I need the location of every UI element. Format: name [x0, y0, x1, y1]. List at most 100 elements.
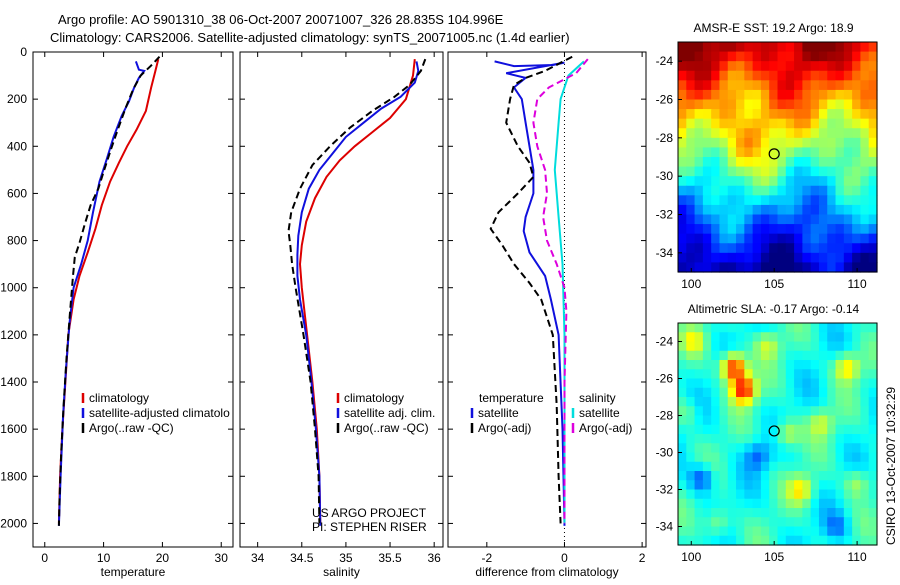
heatmap-cell [794, 89, 803, 101]
heatmap-cell [719, 360, 729, 370]
heatmap-cell [835, 341, 845, 352]
heatmap-cell [785, 176, 795, 187]
heatmap-cell [760, 415, 770, 426]
heatmap-cell [868, 526, 878, 537]
heatmap-cell [769, 378, 779, 389]
heatmap-cell [719, 128, 729, 139]
y-tick-label: 1000 [0, 281, 27, 295]
heatmap-cell [852, 118, 862, 129]
heatmap-cell [719, 70, 729, 81]
heatmap-cell [736, 195, 745, 206]
heatmap-cell [843, 262, 853, 273]
heatmap-cell [686, 128, 696, 139]
heatmap-cell [736, 397, 745, 407]
heatmap-cell [744, 387, 754, 398]
heatmap-cell [843, 166, 853, 177]
heatmap-cell [678, 224, 687, 235]
heatmap-cell [760, 424, 770, 435]
heatmap-cell [818, 360, 828, 370]
heatmap-cell [785, 262, 795, 273]
heatmap-cell [827, 42, 837, 53]
heatmap-cell [686, 185, 696, 196]
heatmap-cell [752, 517, 762, 528]
heatmap-cell [719, 176, 729, 187]
heatmap-cell [769, 262, 779, 273]
heatmap-cell [752, 508, 762, 518]
heatmap-cell [818, 332, 828, 343]
heatmap-cell [835, 185, 845, 196]
heatmap-cell [777, 185, 787, 196]
heatmap-cell [852, 332, 862, 343]
heatmap-cell [744, 109, 754, 120]
heatmap-cell [810, 526, 820, 537]
heatmap-cell [810, 137, 820, 149]
series-line-argoadj [489, 55, 573, 524]
heatmap-cell [785, 147, 795, 158]
heatmap-cell [678, 118, 687, 129]
heatmap-cell [810, 406, 820, 417]
heatmap-cell [769, 415, 779, 426]
heatmap-cell [678, 424, 687, 435]
heatmap-cell [868, 350, 878, 361]
x-tick-label: 110 [848, 277, 867, 291]
legend-label: climatology [89, 391, 149, 405]
heatmap-cell [785, 243, 795, 254]
heatmap-cell [719, 378, 729, 389]
heatmap-cell [702, 42, 712, 53]
heatmap-cell [760, 387, 770, 398]
heatmap-cell [777, 89, 787, 101]
heatmap-cell [802, 452, 812, 463]
heatmap-cell [769, 397, 779, 407]
heatmap-cell [719, 61, 729, 72]
heatmap-cell [678, 323, 687, 333]
heatmap-cell [744, 443, 754, 454]
heatmap-cell [702, 128, 712, 139]
x-tick-label: 100 [681, 550, 701, 564]
heatmap-cell [686, 323, 696, 333]
heatmap-cell [694, 461, 704, 472]
heatmap-cell [727, 61, 737, 72]
heatmap-cell [835, 517, 845, 528]
plot-frame [239, 51, 444, 548]
heatmap-cell [736, 147, 745, 158]
heatmap-cell [752, 147, 762, 158]
y-tick-label: 400 [7, 139, 27, 153]
heatmap-cell [794, 508, 803, 518]
heatmap-cell [711, 434, 721, 444]
heatmap-cell [868, 89, 878, 101]
heatmap-cell [760, 51, 770, 62]
heatmap-cell [827, 89, 837, 101]
heatmap-cell [702, 323, 712, 333]
difference-profile-panel: -2 0 2 difference from climatology temperatu… [447, 51, 647, 579]
heatmap-cell [852, 397, 862, 407]
salinity-profile-panel: 34 34.5 35 35.5 36 salinity climatologysatelli… [239, 51, 444, 579]
heatmap-cell [752, 118, 762, 129]
heatmap-cell [843, 243, 853, 254]
heatmap-cell [868, 176, 878, 187]
heatmap-cell [702, 243, 712, 254]
heatmap-cell [678, 166, 687, 177]
heatmap-cell [785, 118, 795, 129]
heatmap-cell [843, 80, 853, 91]
heatmap-cell [752, 195, 762, 206]
heatmap-cell [694, 51, 704, 62]
heatmap-cell [868, 204, 878, 216]
heatmap-cell [852, 128, 862, 139]
heatmap-cell [860, 109, 870, 120]
heatmap-cell [702, 452, 712, 463]
heatmap-cell [694, 369, 704, 380]
heatmap-cell [711, 185, 721, 196]
heatmap-cell [802, 176, 812, 187]
heatmap-cell [686, 243, 696, 254]
heatmap-cell [785, 480, 795, 491]
heatmap-cell [802, 480, 812, 491]
heatmap-cell [818, 195, 828, 206]
heatmap-cell [694, 498, 704, 509]
heatmap-cell [810, 262, 820, 273]
heatmap-cell [760, 498, 770, 509]
heatmap-cell [843, 526, 853, 537]
heatmap-cell [860, 350, 870, 361]
heatmap-cell [852, 415, 862, 426]
heatmap-cell [843, 195, 853, 206]
heatmap-cell [835, 42, 845, 53]
